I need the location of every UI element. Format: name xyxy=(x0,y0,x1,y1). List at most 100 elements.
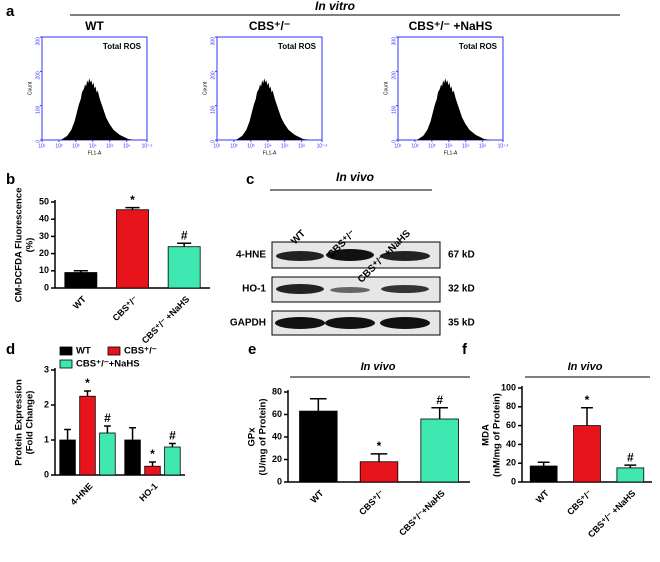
x-tick-label: 10² xyxy=(230,143,238,149)
chart-title: In vivo xyxy=(361,361,396,373)
bar xyxy=(64,272,98,289)
significance-marker: # xyxy=(627,450,634,464)
plot-frame xyxy=(41,36,148,141)
chart-title: CBS⁺/⁻ +NaHS xyxy=(409,19,493,33)
y-tick-label: 0 xyxy=(511,476,516,486)
legend-label: CBS⁺/⁻ xyxy=(124,346,157,357)
x-tick-label: 4-HNE xyxy=(68,481,94,507)
x-tick-label: CBS⁺/⁻+NaHS xyxy=(397,488,447,538)
blot-title: In vivo xyxy=(336,170,374,184)
x-tick-label: 10⁶ xyxy=(123,143,131,149)
y-tick-label: 100 xyxy=(391,105,397,114)
significance-marker: # xyxy=(436,393,443,407)
y-axis-label: (%) xyxy=(25,238,36,253)
row-label: GAPDH xyxy=(230,318,266,329)
bar xyxy=(616,467,645,483)
significance-marker: * xyxy=(130,193,135,207)
x-tick-label: 10⁵ xyxy=(281,143,289,149)
y-tick-label: 20 xyxy=(272,454,282,464)
x-axis-label: FL1-A xyxy=(444,150,458,156)
blot-image xyxy=(271,241,441,336)
legend-swatch xyxy=(59,359,73,369)
bar xyxy=(529,465,558,483)
error-bar xyxy=(624,464,637,468)
y-tick-label: 300 xyxy=(210,37,216,46)
y-tick-label: 10 xyxy=(39,265,49,275)
error-bar xyxy=(84,390,91,397)
x-tick-label: 10⁷·² xyxy=(317,143,328,149)
y-tick-label: 20 xyxy=(39,248,49,258)
error-bar xyxy=(73,270,88,273)
y-axis-label: MDA xyxy=(481,424,492,446)
x-axis-label: FL1-A xyxy=(263,150,277,156)
size-label: 32 kD xyxy=(448,284,475,295)
y-tick-label: 40 xyxy=(506,439,516,449)
error-bar xyxy=(129,427,136,440)
y-tick-label: 0 xyxy=(44,469,49,479)
y-tick-label: 100 xyxy=(210,105,216,114)
histogram-shape xyxy=(60,78,135,140)
y-axis-label: GPx xyxy=(247,427,258,447)
legend-label: CBS⁺/⁻+NaHS xyxy=(76,359,140,370)
bar xyxy=(79,395,96,476)
bar xyxy=(59,439,76,476)
y-tick-label: 200 xyxy=(210,71,216,80)
error-bar xyxy=(64,428,71,440)
x-tick-label: CBS⁺/⁻ xyxy=(111,294,140,323)
bar xyxy=(573,425,601,483)
panel-letter: e xyxy=(248,341,256,358)
x-tick-label: 10¹ xyxy=(38,143,46,149)
y-axis-label: CM-DCFDA Fluorescence xyxy=(14,188,25,303)
bar xyxy=(124,439,141,476)
panel-letter: f xyxy=(462,341,468,358)
y-axis-label: (nM/mg of Protein) xyxy=(492,393,503,477)
y-tick-label: 80 xyxy=(506,401,516,411)
x-tick-label: WT xyxy=(534,488,551,505)
panel-letter: a xyxy=(6,3,15,20)
bar xyxy=(99,432,116,476)
y-tick-label: 2 xyxy=(44,399,49,409)
x-tick-label: 10² xyxy=(411,143,419,149)
panel-letter: d xyxy=(6,341,15,358)
error-bar xyxy=(125,206,140,210)
significance-marker: # xyxy=(169,429,176,443)
y-axis-label: Count xyxy=(383,81,389,95)
x-tick-label: 10⁷·² xyxy=(498,143,509,149)
y-tick-label: 300 xyxy=(35,37,41,46)
error-bar xyxy=(169,442,176,447)
y-axis-label: (Fold Change) xyxy=(25,391,36,455)
x-tick-label: 10⁷·² xyxy=(142,143,153,149)
x-tick-label: 10³ xyxy=(247,143,255,149)
bar xyxy=(299,410,338,483)
y-axis-label: Protein Expression xyxy=(14,379,25,466)
error-bar xyxy=(431,407,448,419)
y-tick-label: 40 xyxy=(39,214,49,224)
panel-letter: c xyxy=(246,171,254,188)
error-bar xyxy=(177,242,192,247)
x-tick-label: 10⁶ xyxy=(298,143,306,149)
bar xyxy=(359,461,399,483)
histogram-shape xyxy=(416,78,491,140)
y-tick-label: 0 xyxy=(391,140,397,143)
row-label: HO-1 xyxy=(242,284,266,295)
error-bar xyxy=(149,461,156,467)
size-label: 35 kD xyxy=(448,318,475,329)
plot-frame xyxy=(397,36,504,141)
x-tick-label: 10⁵ xyxy=(106,143,114,149)
y-axis-label: (U/mg of Protein) xyxy=(258,398,269,475)
x-tick-label: 10⁶ xyxy=(479,143,487,149)
x-tick-label: 10⁵ xyxy=(462,143,470,149)
error-bar xyxy=(581,406,593,426)
y-tick-label: 40 xyxy=(272,431,282,441)
y-tick-label: 80 xyxy=(272,386,282,396)
y-tick-label: 0 xyxy=(35,140,41,143)
x-tick-label: HO-1 xyxy=(137,481,159,503)
x-tick-label: 10⁴ xyxy=(89,143,97,149)
x-tick-label: WT xyxy=(308,488,325,505)
x-tick-label: CBS⁺/⁻ +NaHS xyxy=(586,488,637,539)
y-tick-label: 200 xyxy=(391,71,397,80)
bar xyxy=(116,209,149,289)
bar xyxy=(164,446,181,476)
